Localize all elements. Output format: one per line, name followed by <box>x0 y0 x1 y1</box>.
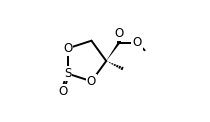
Text: O: O <box>58 85 67 98</box>
Text: O: O <box>114 27 124 40</box>
Polygon shape <box>106 42 120 61</box>
Text: O: O <box>87 75 96 88</box>
Text: O: O <box>132 36 142 49</box>
Text: S: S <box>64 67 71 80</box>
Text: O: O <box>63 42 72 55</box>
